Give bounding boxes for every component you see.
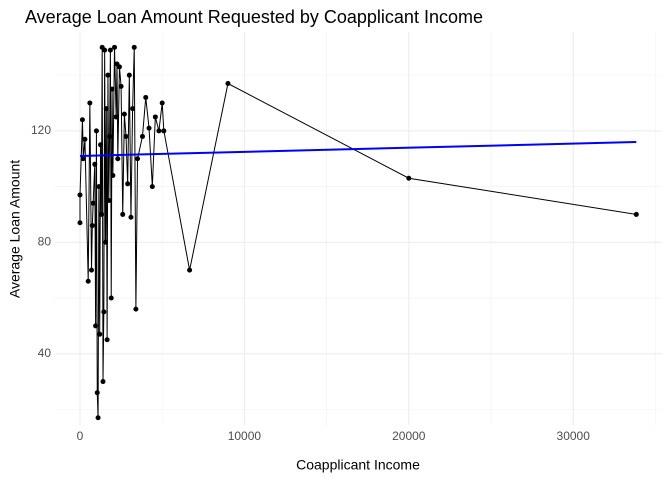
chart-title: Average Loan Amount Requested by Coappli… xyxy=(25,7,483,27)
data-point xyxy=(103,106,109,112)
data-point xyxy=(82,136,88,142)
data-point xyxy=(131,44,137,50)
data-point xyxy=(152,114,158,120)
data-point xyxy=(149,184,155,190)
data-point xyxy=(108,295,114,301)
data-point xyxy=(93,323,99,329)
data-point xyxy=(156,128,162,134)
trend-line xyxy=(79,141,637,157)
data-point xyxy=(143,94,149,100)
data-point xyxy=(116,64,122,70)
data-point xyxy=(89,223,95,229)
data-point xyxy=(106,198,112,204)
data-point xyxy=(88,267,94,273)
data-point xyxy=(159,100,165,106)
data-point xyxy=(161,128,167,134)
y-axis-title: Average Loan Amount xyxy=(7,160,23,298)
x-tick-label: 30000 xyxy=(557,429,591,443)
data-point xyxy=(225,81,231,87)
data-point xyxy=(90,200,96,206)
data-point xyxy=(101,309,107,315)
data-point xyxy=(98,142,104,148)
data-point xyxy=(126,72,132,78)
data-point xyxy=(96,184,102,190)
data-point xyxy=(87,100,93,106)
data-point xyxy=(115,156,121,162)
data-point xyxy=(104,337,110,343)
data-point xyxy=(187,267,193,273)
data-point xyxy=(85,278,91,284)
data-point xyxy=(94,390,100,396)
data-point xyxy=(98,211,104,217)
data-point xyxy=(109,86,115,92)
data-point xyxy=(93,128,99,134)
data-point xyxy=(79,117,85,123)
data-point xyxy=(92,161,98,167)
y-tick-label: 40 xyxy=(38,346,52,360)
data-point xyxy=(77,220,83,226)
data-point xyxy=(107,47,113,53)
data-point xyxy=(633,211,639,217)
data-point xyxy=(118,83,124,89)
data-point xyxy=(110,172,116,178)
data-point xyxy=(102,47,108,53)
data-point xyxy=(113,114,119,120)
data-point xyxy=(139,133,145,139)
data-point xyxy=(102,239,108,245)
data-point xyxy=(100,379,106,385)
data-point xyxy=(97,331,103,337)
x-axis-title: Coapplicant Income xyxy=(296,457,420,473)
x-tick-label: 20000 xyxy=(392,429,426,443)
data-point xyxy=(123,133,129,139)
data-point xyxy=(125,181,131,187)
y-tick-label: 120 xyxy=(31,123,51,137)
x-tick-label: 0 xyxy=(77,429,84,443)
data-point xyxy=(107,133,113,139)
data-point xyxy=(133,306,139,312)
data-point xyxy=(135,156,141,162)
y-tick-label: 80 xyxy=(38,234,52,248)
data-point xyxy=(112,44,118,50)
data-point xyxy=(128,214,134,220)
data-point xyxy=(406,175,412,181)
data-point xyxy=(95,415,101,421)
data-point xyxy=(146,125,152,131)
data-point xyxy=(121,111,127,117)
x-tick-label: 10000 xyxy=(228,429,262,443)
data-point xyxy=(120,211,126,217)
data-point xyxy=(77,192,83,198)
data-point xyxy=(80,156,86,162)
data-point xyxy=(130,106,136,112)
data-point xyxy=(105,72,111,78)
